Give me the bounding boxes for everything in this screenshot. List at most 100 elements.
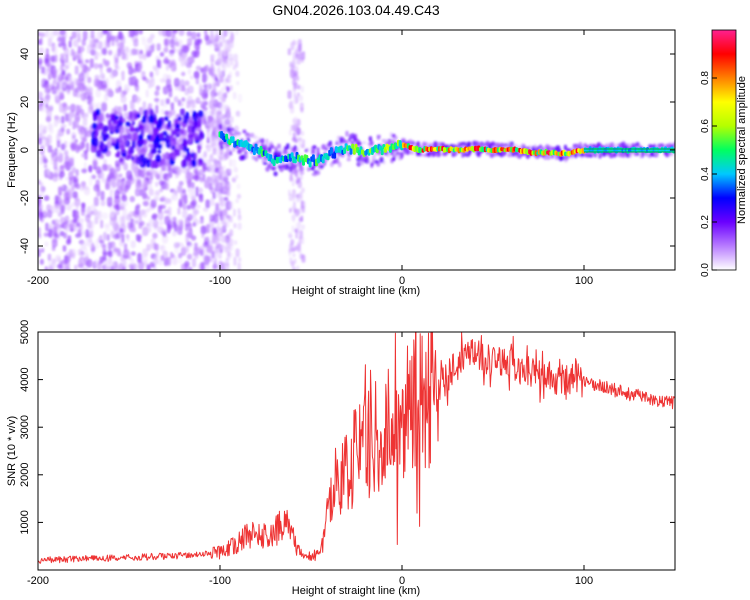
heatmap-cell [290, 124, 295, 131]
heatmap-cell [98, 135, 103, 141]
heatmap-cell [198, 171, 202, 177]
heatmap-cell [249, 132, 255, 138]
heatmap-cell [296, 147, 300, 152]
heatmap-cell [223, 106, 227, 113]
heatmap-cell [66, 204, 72, 211]
heatmap-cell [88, 175, 93, 186]
heatmap-cell [82, 267, 89, 270]
heatmap-cell [223, 123, 227, 128]
heatmap-cell [188, 243, 194, 249]
heatmap-cell [289, 61, 293, 68]
heatmap-cell [116, 150, 121, 158]
heatmap-cell [220, 244, 225, 250]
heatmap-cell [229, 127, 235, 132]
heatmap-cell [224, 62, 228, 68]
heatmap-cell [184, 80, 190, 86]
heatmap-cell [70, 103, 76, 113]
heatmap-cell [346, 157, 351, 162]
heatmap-cell [148, 103, 153, 110]
heatmap-cell [160, 99, 164, 107]
colorbar-tick-label: 0.8 [700, 71, 711, 85]
heatmap-cell [79, 105, 83, 110]
heatmap-cell [210, 111, 215, 116]
heatmap-cell [210, 153, 214, 159]
heatmap-cell [213, 213, 219, 224]
heatmap-cell [262, 161, 268, 165]
heatmap-cell [217, 248, 220, 256]
heatmap-cell [161, 117, 165, 123]
heatmap-cell [145, 171, 151, 177]
heatmap-cell [236, 81, 240, 86]
heatmap-cell [235, 248, 240, 258]
heatmap-cell [47, 145, 53, 153]
heatmap-cell [126, 170, 133, 180]
heatmap-cell [117, 224, 121, 230]
heatmap-cell [113, 124, 119, 131]
heatmap-cell [211, 143, 214, 148]
heatmap-cell [232, 65, 237, 71]
heatmap-cell [118, 241, 125, 247]
heatmap-cell [155, 154, 162, 163]
heatmap-cell [103, 231, 107, 241]
heatmap-cell [120, 259, 126, 266]
bottom-x-axis-label: Height of straight line (km) [292, 585, 420, 597]
heatmap-cell [153, 170, 159, 177]
heatmap-cell [291, 169, 296, 175]
heatmap-cell [189, 55, 194, 63]
heatmap-cell [80, 218, 84, 223]
heatmap-cell [116, 265, 120, 270]
heatmap-cell [226, 127, 231, 132]
heatmap-cell [75, 30, 81, 34]
heatmap-cell [563, 156, 569, 163]
top-heatmap-plot [37, 29, 676, 271]
heatmap-cell [87, 76, 92, 84]
heatmap-cell [238, 257, 242, 262]
heatmap-cell [220, 87, 225, 94]
heatmap-cell [295, 179, 299, 185]
heatmap-cell [69, 36, 73, 41]
heatmap-cell [86, 142, 89, 152]
heatmap-cell [202, 207, 209, 212]
heatmap-cell [99, 140, 104, 150]
heatmap-cell [208, 39, 213, 45]
heatmap-cell [59, 30, 66, 36]
heatmap-cell [226, 86, 230, 92]
heatmap-cell [142, 248, 149, 258]
heatmap-cell [169, 140, 175, 146]
heatmap-cell [164, 56, 169, 64]
heatmap-cell [289, 257, 293, 264]
heatmap-cell [118, 30, 123, 40]
heatmap-cell [299, 102, 304, 111]
heatmap-cell [85, 130, 92, 138]
heatmap-cell [118, 125, 124, 135]
heatmap-cell [273, 146, 278, 151]
heatmap-cell [555, 145, 561, 150]
heatmap-cell [121, 117, 126, 123]
heatmap-cell [297, 243, 301, 253]
heatmap-cell [296, 58, 301, 65]
heatmap-cell [46, 167, 51, 175]
top-x-tick-label: 0 [399, 275, 405, 287]
heatmap-cell [85, 229, 90, 239]
heatmap-cell [158, 220, 164, 226]
heatmap-cell [287, 90, 292, 99]
heatmap-cell [324, 147, 329, 151]
heatmap-cell [216, 222, 221, 230]
heatmap-cell [92, 38, 97, 44]
heatmap-cell [38, 102, 43, 107]
heatmap-cell [226, 146, 230, 155]
heatmap-cell [461, 153, 465, 158]
heatmap-cell [214, 234, 219, 241]
heatmap-cell [218, 254, 222, 260]
heatmap-cell [97, 262, 102, 270]
heatmap-cell [216, 149, 220, 157]
heatmap-cell [301, 254, 306, 263]
heatmap-cell [109, 178, 116, 187]
heatmap-cell [81, 228, 85, 234]
heatmap-cell [214, 167, 219, 173]
heatmap-cell [146, 195, 151, 201]
heatmap-cell [299, 166, 305, 172]
heatmap-cell [51, 85, 57, 95]
heatmap-cell [113, 51, 118, 56]
heatmap-cell [172, 151, 176, 161]
